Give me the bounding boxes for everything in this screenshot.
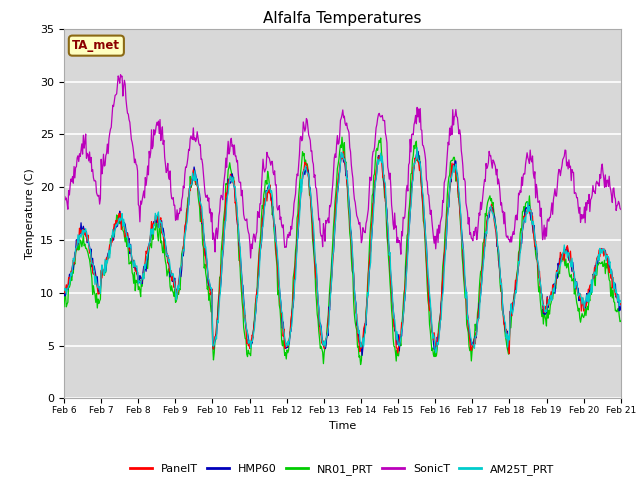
NR01_PRT [214, 318, 221, 324]
SonicT [428, 217, 436, 223]
AM25T_PRT [410, 161, 418, 167]
HMP60 [214, 318, 221, 324]
NR01_PRT [617, 318, 625, 324]
AM25T_PRT [127, 252, 135, 258]
HMP60 [617, 307, 625, 313]
SonicT [617, 206, 625, 212]
HMP60 [60, 289, 68, 295]
PanelT [214, 315, 221, 321]
SonicT [214, 228, 222, 233]
NR01_PRT [338, 134, 346, 140]
SonicT [60, 194, 68, 200]
PanelT [428, 314, 435, 320]
HMP60 [127, 253, 135, 259]
SonicT [247, 255, 255, 261]
Legend: PanelT, HMP60, NR01_PRT, SonicT, AM25T_PRT: PanelT, HMP60, NR01_PRT, SonicT, AM25T_P… [126, 459, 559, 479]
HMP60 [70, 259, 78, 265]
Y-axis label: Temperature (C): Temperature (C) [24, 168, 35, 259]
AM25T_PRT [184, 210, 192, 216]
PanelT [411, 156, 419, 161]
Line: PanelT: PanelT [64, 152, 621, 354]
NR01_PRT [127, 258, 135, 264]
HMP60 [428, 327, 436, 333]
PanelT [184, 205, 192, 211]
PanelT [617, 300, 625, 306]
HMP60 [184, 203, 192, 208]
AM25T_PRT [214, 318, 221, 324]
AM25T_PRT [428, 312, 435, 317]
PanelT [70, 261, 78, 267]
X-axis label: Time: Time [329, 420, 356, 431]
NR01_PRT [412, 140, 419, 146]
AM25T_PRT [70, 259, 78, 264]
HMP60 [411, 158, 419, 164]
Title: Alfalfa Temperatures: Alfalfa Temperatures [263, 11, 422, 26]
Line: NR01_PRT: NR01_PRT [64, 137, 621, 365]
PanelT [127, 252, 135, 257]
SonicT [185, 146, 193, 152]
AM25T_PRT [60, 288, 68, 293]
AM25T_PRT [617, 299, 625, 305]
NR01_PRT [60, 304, 68, 310]
AM25T_PRT [413, 145, 421, 151]
HMP60 [414, 148, 422, 154]
SonicT [412, 112, 419, 118]
PanelT [506, 351, 513, 357]
SonicT [116, 72, 124, 78]
Line: HMP60: HMP60 [64, 151, 621, 355]
NR01_PRT [70, 258, 78, 264]
Text: TA_met: TA_met [72, 39, 120, 52]
NR01_PRT [428, 348, 436, 353]
HMP60 [358, 352, 366, 358]
SonicT [128, 139, 136, 145]
AM25T_PRT [432, 350, 440, 356]
PanelT [340, 149, 348, 155]
PanelT [60, 288, 68, 294]
NR01_PRT [356, 362, 364, 368]
NR01_PRT [184, 195, 192, 201]
SonicT [70, 164, 78, 169]
Line: AM25T_PRT: AM25T_PRT [64, 148, 621, 353]
Line: SonicT: SonicT [64, 75, 621, 258]
